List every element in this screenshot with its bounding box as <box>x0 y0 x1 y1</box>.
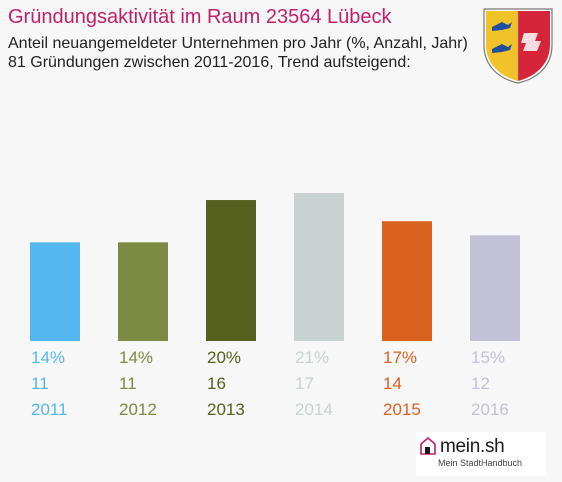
count-label-2014: 17 <box>295 374 314 393</box>
percent-label-2012: 14% <box>119 348 153 367</box>
house-icon <box>420 436 436 455</box>
year-label-2013: 2013 <box>207 400 245 419</box>
bar-2016 <box>470 235 520 341</box>
bar-2012 <box>118 242 168 341</box>
count-label-2011: 11 <box>31 374 49 393</box>
year-label-2016: 2016 <box>471 400 509 419</box>
count-label-2013: 16 <box>207 374 226 393</box>
percent-label-2016: 15% <box>471 348 505 367</box>
logo-tagline: Mein StadtHandbuch <box>438 458 523 468</box>
coat-of-arms-icon <box>483 8 553 84</box>
year-label-2014: 2014 <box>295 400 333 419</box>
chart-title: Gründungsaktivität im Raum 23564 Lübeck <box>8 6 392 28</box>
percent-label-2011: 14% <box>31 348 65 367</box>
year-label-2011: 2011 <box>31 400 68 419</box>
percent-label-2013: 20% <box>207 348 241 367</box>
subtitle-line-1: Anteil neuangemeldeter Unternehmen pro J… <box>8 35 468 52</box>
percent-label-2015: 17% <box>383 348 417 367</box>
count-label-2016: 12 <box>471 374 490 393</box>
bar-2013 <box>206 200 256 341</box>
bar-2015 <box>382 221 432 341</box>
chart-subtitle: Anteil neuangemeldeter Unternehmen pro J… <box>8 34 468 72</box>
mein-sh-logo: mein.sh Mein StadtHandbuch <box>416 432 546 476</box>
bar-2011 <box>30 242 80 341</box>
bar-2014 <box>294 193 344 341</box>
subtitle-line-2: 81 Gründungen zwischen 2011-2016, Trend … <box>8 54 411 71</box>
count-label-2012: 11 <box>119 374 137 393</box>
year-label-2012: 2012 <box>119 400 157 419</box>
year-label-2015: 2015 <box>383 400 421 419</box>
percent-label-2014: 21% <box>295 348 329 367</box>
logo-name: mein.sh <box>440 436 505 457</box>
count-label-2015: 14 <box>383 374 402 393</box>
